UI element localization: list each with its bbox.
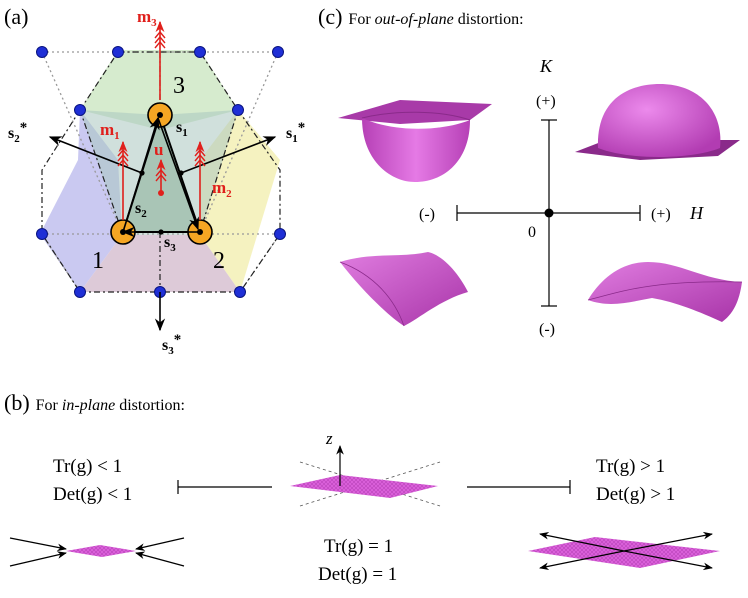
axis-z-label: z <box>325 429 333 448</box>
lattice-nodes <box>36 46 286 298</box>
panel-c-title: (c) For out-of-plane distortion: <box>318 4 524 29</box>
label-s2-star: s2* <box>8 120 27 145</box>
center-sheet <box>290 445 441 507</box>
panel-a-label: (a) <box>4 4 28 29</box>
site-3-label: 3 <box>173 73 185 99</box>
site-2-label: 2 <box>213 248 225 274</box>
panel-b-title: (b) For in-plane distortion: <box>4 390 185 415</box>
panel-b: (b) For in-plane distortion: Tr(g) < 1 De… <box>4 390 720 585</box>
label-s2: s2 <box>135 200 147 220</box>
axis-k-label: K <box>539 56 553 76</box>
surface-bowl <box>338 100 492 182</box>
surface-dome <box>575 84 740 160</box>
label-s3-star: s3* <box>162 332 181 357</box>
k-plus-label: (+) <box>536 93 556 110</box>
center-trace-text: Tr(g) = 1 <box>324 536 393 557</box>
center-det-text: Det(g) = 1 <box>318 564 397 585</box>
right-trace-text: Tr(g) > 1 <box>596 456 665 477</box>
label-m2: m2 <box>212 178 232 200</box>
label-u: u <box>154 140 163 159</box>
right-det-text: Det(g) > 1 <box>596 484 675 505</box>
left-trace-text: Tr(g) < 1 <box>53 456 122 477</box>
label-s1-star: s1* <box>286 120 305 145</box>
label-s3: s3 <box>164 234 176 254</box>
chevron-marks <box>117 30 206 182</box>
label-m3: m3 <box>137 7 157 29</box>
right-expanded-sheet <box>528 531 720 571</box>
surface-saddle-right <box>587 262 743 322</box>
left-det-text: Det(g) < 1 <box>53 484 132 505</box>
label-m1: m1 <box>100 120 120 142</box>
origin-label: 0 <box>528 224 536 241</box>
reciprocal-arrows <box>48 116 277 332</box>
left-bracket-line <box>177 480 272 494</box>
surface-saddle-left <box>339 252 468 327</box>
axis-h-label: H <box>689 203 704 223</box>
region-green-top <box>80 50 238 130</box>
panel-a: (a) <box>4 4 305 357</box>
left-compressed-sheet <box>9 537 185 567</box>
origin-point <box>544 208 554 218</box>
label-s1: s1 <box>176 119 188 139</box>
right-bracket-line <box>467 480 571 494</box>
h-plus-label: (+) <box>651 206 671 223</box>
panel-c: (c) For out-of-plane distortion: K (+) (-… <box>318 4 743 338</box>
site-1-label: 1 <box>92 248 104 274</box>
h-minus-label: (-) <box>419 206 435 223</box>
k-minus-label: (-) <box>539 321 555 338</box>
